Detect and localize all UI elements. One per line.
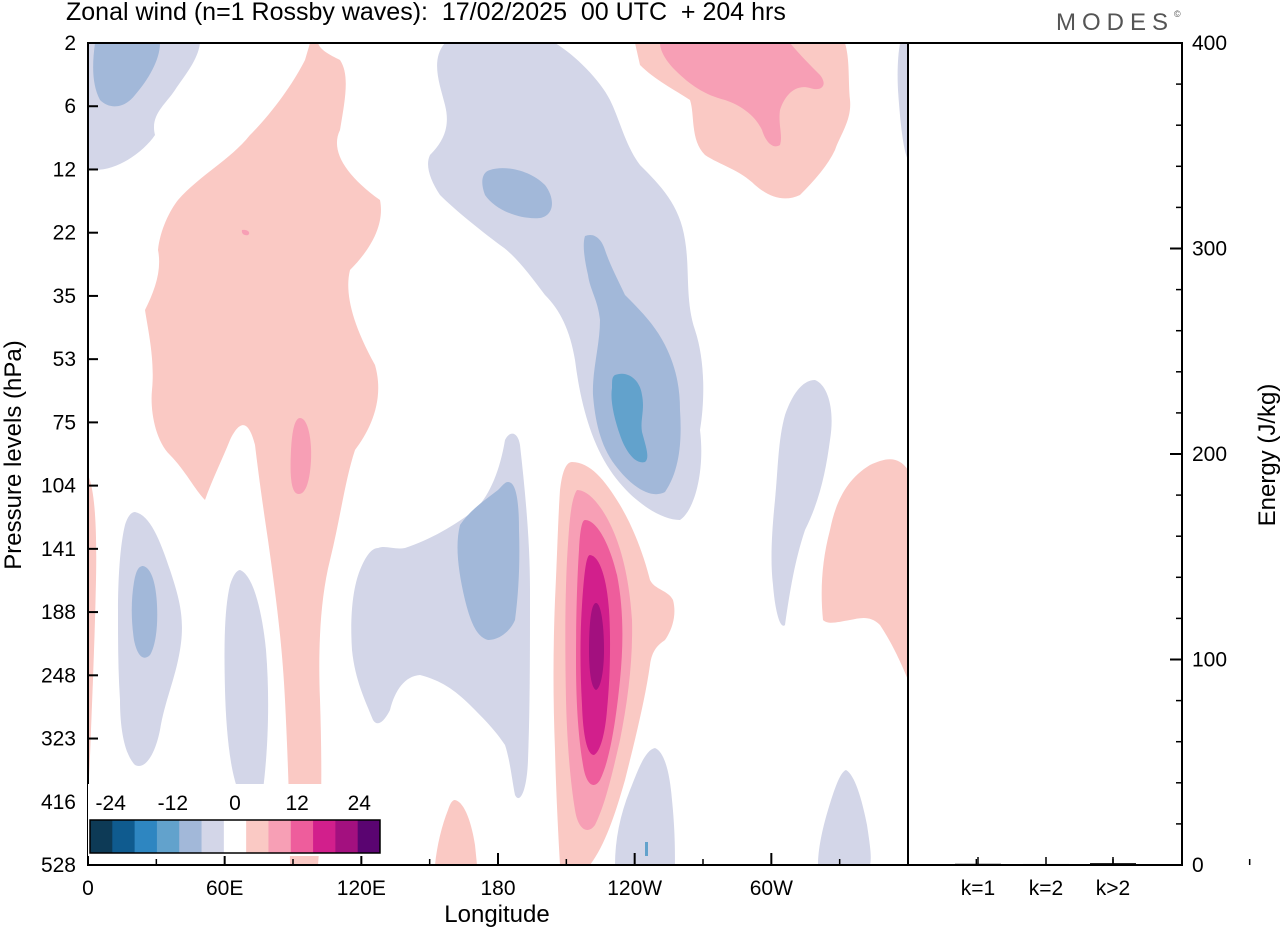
y-axis-title: Pressure levels (hPa) (0, 340, 27, 569)
energy-tick-label: 100 (1192, 649, 1227, 672)
logo-mark: © (1174, 9, 1181, 19)
energy-axis: 0 100 200 300 400 (1170, 32, 1227, 877)
contour-neg-topleft-12 (93, 43, 160, 107)
contour-pos-left-8b (241, 229, 250, 236)
energy-bars (955, 857, 1136, 865)
colorbar-swatch (223, 820, 247, 853)
pressure-tick-label: 528 (41, 854, 76, 877)
contour-neg-tiny (645, 842, 648, 856)
colorbar (88, 784, 382, 856)
colorbar-swatch (335, 820, 359, 853)
contour-pos-left-4 (145, 43, 381, 865)
colorbar-frame (89, 819, 381, 854)
longitude-tick-label: 120E (337, 877, 386, 900)
chart-title: Zonal wind (n=1 Rossby waves): 17/02/202… (66, 0, 786, 26)
colorbar-swatch (290, 820, 314, 853)
pressure-tick-label: 75 (53, 411, 76, 434)
colorbar-swatch (313, 820, 336, 853)
energy-bar-label: k>2 (1096, 877, 1130, 900)
contour-neg-bottom-mid-8 (615, 748, 675, 865)
pressure-tick-label: 248 (41, 664, 76, 687)
longitude-tick-label: 60E (206, 877, 243, 900)
energy-bar-labels: k=1 k=2 k>2 (961, 877, 1130, 900)
energy-tick-label: 400 (1192, 32, 1227, 55)
colorbar-tick-label: -12 (158, 792, 188, 815)
contour-pos-left-8 (290, 418, 312, 495)
contour-neg-lower-left-12 (131, 566, 158, 658)
contour-pos-topright-8 (660, 43, 824, 147)
pressure-axis: 2 6 12 22 35 53 75 104 141 188 248 323 416 528 (41, 32, 98, 877)
pressure-tick-label: 53 (53, 348, 76, 371)
colorbar-swatch (90, 820, 113, 853)
colorbar-swatch (201, 820, 225, 853)
longitude-tick-label: 0 (82, 877, 94, 900)
pressure-tick-label: 141 (41, 538, 76, 561)
contour-pos-right-4 (821, 459, 908, 680)
logo-text: MODES (1056, 9, 1175, 36)
pressure-tick-label: 22 (53, 222, 76, 245)
longitude-tick-label: 180 (480, 877, 515, 900)
energy-tick-label: 200 (1192, 443, 1227, 466)
colorbar-swatch (134, 820, 158, 853)
colorbar-tick-label: 24 (348, 792, 372, 815)
colorbar-swatch (268, 820, 292, 853)
longitude-tick-label: 120W (607, 877, 662, 900)
pressure-tick-label: 104 (41, 475, 76, 498)
contour-neg-right-top (897, 43, 908, 160)
colorbar-labels: -24 -12 0 12 24 (96, 792, 372, 815)
pressure-tick-label: 2 (64, 32, 76, 55)
energy-tick-label: 0 (1192, 854, 1204, 877)
contour-neg-lower-mid-8 (224, 570, 269, 800)
colorbar-tick-label: -24 (96, 792, 127, 815)
contour-neg-mid-12 (457, 482, 520, 640)
modes-logo: MODES© (1056, 9, 1181, 37)
longitude-axis: 0 60E 120E 180 120W 60W (82, 853, 1251, 900)
contour-neg-center-12a (482, 168, 552, 219)
pressure-tick-label: 35 (53, 285, 76, 308)
colorbar-tick-label: 12 (285, 792, 308, 815)
wind-field (88, 43, 908, 865)
colorbar-tick-label: 0 (229, 792, 241, 815)
contour-neg-center-12b (583, 234, 681, 495)
contour-pos-bottom-4 (435, 800, 477, 865)
energy-bar-label: k=1 (961, 877, 995, 900)
colorbar-swatch (112, 820, 136, 853)
pressure-tick-label: 188 (41, 601, 76, 624)
energy-bar-label: k=2 (1029, 877, 1063, 900)
pressure-tick-label: 6 (64, 95, 76, 118)
pressure-tick-label: 12 (53, 158, 76, 181)
contour-neg-bottom-right-8 (818, 770, 871, 865)
contour-pos-farleft-4 (88, 475, 97, 790)
x-axis-title: Longitude (444, 901, 549, 928)
pressure-tick-label: 416 (41, 791, 76, 814)
energy-axis-title: Energy (J/kg) (1254, 384, 1280, 527)
contour-neg-right-8 (771, 380, 832, 626)
contour-pos-core-20 (589, 603, 604, 690)
pressure-tick-label: 323 (41, 728, 76, 751)
colorbar-swatch (246, 820, 269, 853)
longitude-tick-label: 60W (750, 877, 793, 900)
colorbar-swatch (357, 820, 381, 853)
contour-neg-center-16 (611, 373, 648, 463)
colorbar-swatch (156, 820, 180, 853)
energy-tick-label: 300 (1192, 238, 1227, 261)
colorbar-swatch (179, 820, 203, 853)
